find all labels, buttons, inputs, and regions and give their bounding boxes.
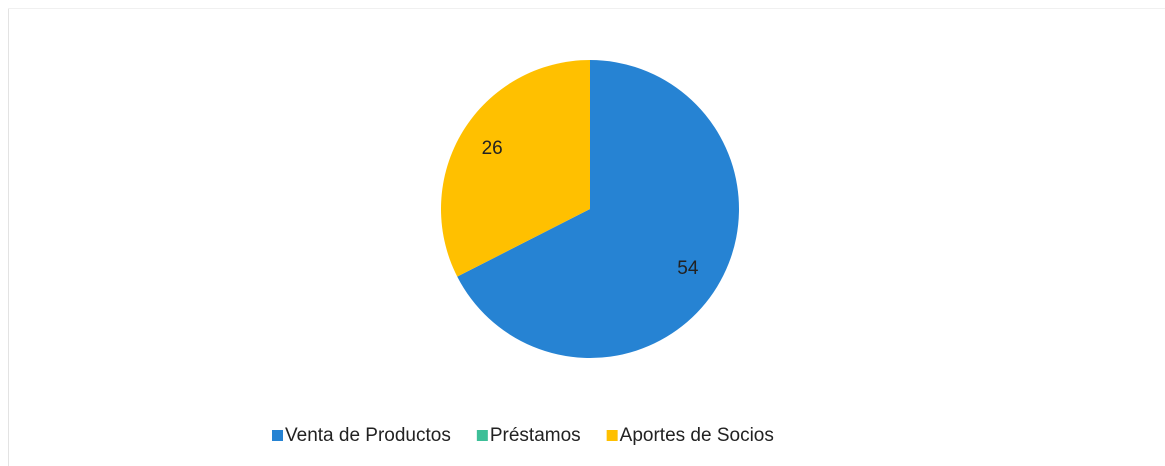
legend-label: Préstamos: [490, 425, 581, 446]
legend-label: Venta de Productos: [285, 425, 451, 446]
data-label: 54: [677, 258, 699, 279]
legend-swatch: [272, 430, 283, 441]
legend-swatch: [476, 430, 488, 441]
pie-slice: [457, 60, 740, 358]
data-label: 26: [482, 138, 503, 159]
legend-label: Aportes de Socios: [620, 425, 774, 446]
pie-slice: [440, 60, 590, 277]
legend-swatch: [606, 430, 618, 441]
